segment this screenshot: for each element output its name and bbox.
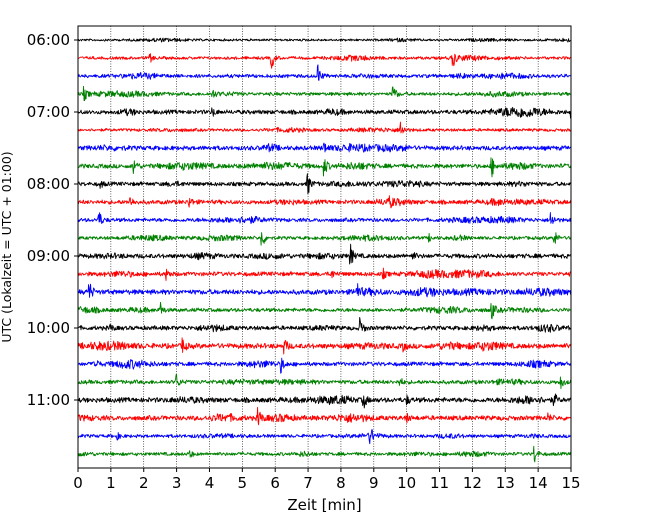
trace-0645: [77, 85, 572, 102]
x-tick-label: 3: [172, 474, 182, 492]
y-tick-label: 09:00: [27, 247, 70, 265]
x-tick-label: 6: [270, 474, 280, 492]
x-tick-label: 14: [529, 474, 548, 492]
x-tick-label: 8: [336, 474, 346, 492]
x-tick-label: 10: [397, 474, 416, 492]
trace-0945: [77, 301, 572, 320]
plot-frame: [77, 25, 572, 469]
y-tick-label: 07:00: [27, 103, 70, 121]
trace-0845: [77, 232, 572, 246]
y-tick-label: 06:00: [27, 31, 70, 49]
x-tick-label: 7: [303, 474, 313, 492]
y-tick-label: 08:00: [27, 175, 70, 193]
trace-0745: [77, 157, 572, 178]
trace-0715: [77, 121, 572, 134]
trace-0700: [77, 106, 572, 119]
trace-0615: [77, 53, 572, 69]
x-tick-label: 15: [561, 474, 580, 492]
trace-0815: [77, 195, 572, 209]
trace-0730: [77, 142, 572, 153]
trace-0600: [77, 37, 572, 43]
y-tick-label: 10:00: [27, 319, 70, 337]
trace-0900: [77, 243, 572, 265]
y-axis: 06:00 07:00 08:00 09:00 10:00 11:00: [27, 31, 78, 409]
x-axis-label: Zeit [min]: [287, 496, 361, 514]
x-tick-label: 13: [496, 474, 515, 492]
trace-0800: [77, 173, 572, 195]
trace-1045: [77, 374, 572, 390]
x-tick-label: 11: [430, 474, 449, 492]
x-tick-label: 4: [205, 474, 215, 492]
trace-1015: [77, 337, 572, 355]
x-tick-label: 2: [139, 474, 149, 492]
y-axis-label: UTC (Lokalzeit = UTC + 01:00): [0, 151, 14, 342]
trace-0930: [77, 283, 572, 298]
y-tick-label: 11:00: [27, 391, 70, 409]
x-tick-label: 9: [369, 474, 379, 492]
x-tick-label: 5: [238, 474, 248, 492]
grid-lines: [110, 26, 539, 468]
x-tick-label: 12: [463, 474, 482, 492]
trace-1100: [77, 393, 572, 409]
trace-0830: [77, 212, 572, 225]
trace-rows: [77, 37, 572, 463]
trace-1115: [77, 407, 572, 426]
x-tick-label: 1: [106, 474, 116, 492]
trace-1145: [77, 445, 572, 463]
trace-0630: [77, 64, 572, 81]
trace-1000: [77, 316, 572, 333]
trace-0915: [77, 267, 572, 281]
trace-1030: [77, 357, 572, 374]
x-tick-label: 0: [73, 474, 83, 492]
trace-1130: [77, 429, 572, 445]
x-axis: 0 1 2 3 4 5 6 7 8 9 10 11 12 13 14 15: [73, 468, 581, 492]
